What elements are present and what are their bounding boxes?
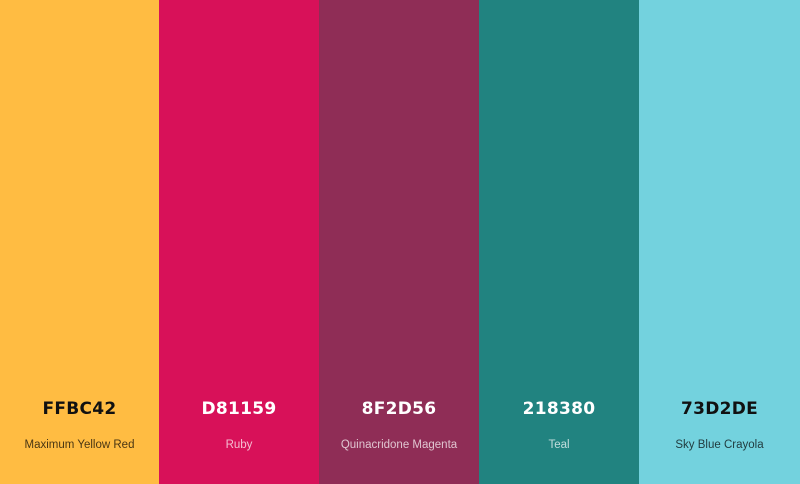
- color-name: Sky Blue Crayola: [675, 439, 764, 451]
- color-name: Ruby: [225, 439, 253, 451]
- hex-code[interactable]: 218380: [522, 399, 596, 419]
- color-name: Maximum Yellow Red: [24, 439, 135, 451]
- hex-code[interactable]: D81159: [201, 399, 277, 419]
- color-swatch-4[interactable]: 218380 Teal: [479, 0, 639, 484]
- color-swatch-1[interactable]: FFBC42 Maximum Yellow Red: [0, 0, 159, 484]
- color-name: Quinacridone Magenta: [340, 439, 458, 451]
- hex-code[interactable]: 73D2DE: [680, 399, 759, 419]
- hex-code[interactable]: 8F2D56: [361, 399, 437, 419]
- color-name: Teal: [548, 439, 570, 451]
- hex-code[interactable]: FFBC42: [42, 399, 117, 419]
- color-swatch-2[interactable]: D81159 Ruby: [159, 0, 319, 484]
- color-swatch-3[interactable]: 8F2D56 Quinacridone Magenta: [319, 0, 479, 484]
- color-swatch-5[interactable]: 73D2DE Sky Blue Crayola: [639, 0, 800, 484]
